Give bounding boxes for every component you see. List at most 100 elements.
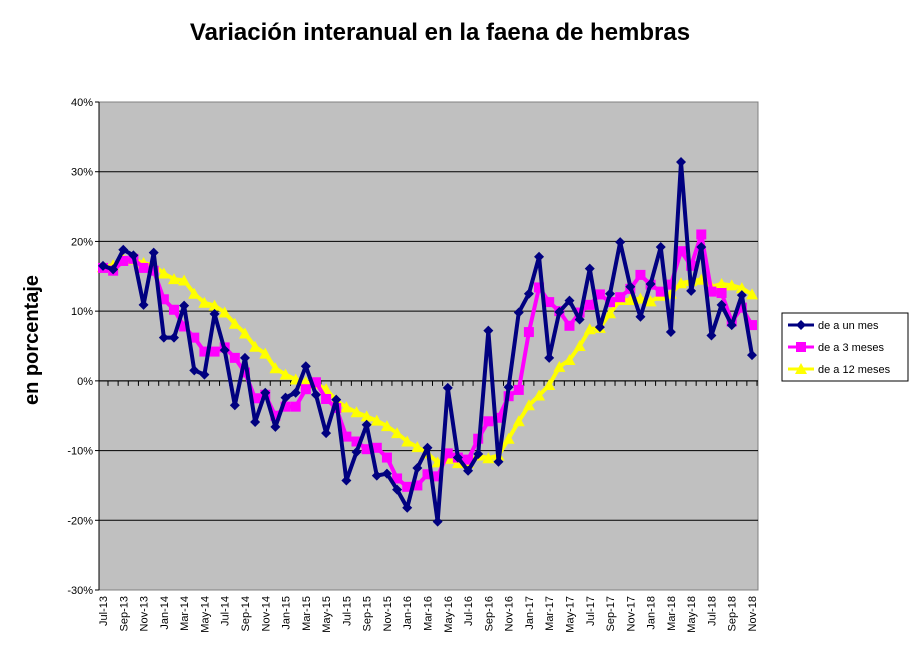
data-point — [128, 250, 139, 261]
data-point — [543, 379, 556, 391]
data-point — [239, 367, 250, 378]
legend-label: de a un mes — [818, 320, 879, 332]
data-point — [219, 345, 230, 356]
data-point — [493, 456, 504, 467]
data-point — [138, 299, 149, 310]
data-point — [716, 288, 727, 299]
x-tick-label: Jul-17 — [585, 596, 597, 626]
data-point — [118, 244, 129, 255]
data-point — [502, 432, 515, 444]
x-tick-label: Jan-15 — [281, 596, 293, 630]
data-point — [493, 412, 504, 423]
data-point — [463, 454, 474, 465]
x-tick-label: Jan-16 — [402, 596, 414, 630]
data-point — [696, 229, 707, 240]
data-point — [392, 473, 403, 484]
data-point — [412, 463, 423, 473]
data-point — [361, 419, 372, 430]
y-tick-label: -10% — [67, 446, 93, 458]
data-point — [604, 307, 617, 319]
data-point — [483, 325, 494, 336]
y-tick-label: 10% — [71, 306, 93, 318]
legend-label: de a 12 meses — [818, 364, 891, 376]
data-point — [513, 384, 524, 395]
data-point — [442, 448, 453, 459]
x-tick-label: Nov-14 — [260, 596, 272, 631]
data-point — [391, 427, 404, 439]
data-point — [350, 406, 363, 418]
data-point — [341, 475, 352, 486]
data-point — [747, 350, 757, 361]
x-tick-label: Nov-18 — [747, 596, 759, 631]
data-point — [563, 353, 576, 365]
data-point — [269, 362, 282, 374]
data-point — [108, 264, 119, 275]
data-point — [746, 288, 758, 300]
data-point — [381, 468, 392, 479]
x-tick-label: May-18 — [686, 596, 698, 633]
data-point — [158, 294, 169, 305]
data-point — [280, 392, 291, 403]
data-point — [451, 457, 464, 469]
data-point — [198, 296, 211, 308]
data-point — [310, 389, 321, 400]
x-tick-label: Jan-18 — [646, 596, 658, 630]
data-point — [655, 286, 666, 297]
data-point — [402, 502, 413, 513]
legend-label: de a 3 meses — [818, 342, 885, 354]
data-point — [270, 421, 281, 432]
data-point — [553, 360, 566, 372]
data-point — [512, 415, 525, 427]
data-point — [228, 317, 241, 329]
data-point — [644, 295, 657, 307]
data-point — [148, 265, 159, 276]
data-point — [422, 469, 433, 480]
series-0 — [98, 156, 757, 527]
data-point — [473, 449, 484, 460]
data-point — [239, 352, 250, 363]
data-point — [696, 242, 707, 253]
data-point — [463, 465, 474, 476]
x-tick-label: Nov-17 — [625, 596, 637, 631]
data-point — [736, 302, 747, 313]
data-point — [270, 410, 281, 421]
data-point — [533, 389, 546, 401]
data-point — [554, 306, 565, 317]
data-point — [796, 342, 806, 352]
x-tick-label: Jul-15 — [341, 596, 353, 626]
data-point — [503, 382, 514, 393]
chart-title: Variación interanual en la faena de hemb… — [190, 19, 690, 46]
data-point — [605, 297, 616, 308]
data-point — [584, 299, 595, 310]
data-point — [321, 393, 332, 404]
data-point — [544, 352, 555, 363]
data-point — [300, 361, 311, 372]
data-point — [715, 277, 728, 289]
data-point — [635, 311, 646, 322]
data-point — [290, 401, 301, 412]
data-point — [655, 242, 666, 253]
data-point — [534, 282, 545, 293]
x-tick-label: Jan-14 — [159, 596, 171, 630]
data-point — [157, 267, 170, 279]
y-axis-label: en porcentaje — [21, 275, 43, 405]
x-tick-label: May-17 — [564, 596, 576, 633]
data-point — [250, 416, 261, 427]
data-point — [179, 300, 190, 311]
data-point — [178, 274, 191, 286]
data-point — [229, 352, 240, 363]
data-point — [208, 299, 221, 311]
data-point — [706, 330, 717, 341]
data-point — [370, 414, 383, 426]
data-point — [411, 441, 424, 453]
x-tick-label: Mar-17 — [544, 596, 556, 631]
data-point — [564, 295, 575, 306]
data-point — [635, 269, 646, 280]
data-point — [726, 320, 737, 331]
data-point — [188, 287, 201, 299]
x-tick-label: Sep-14 — [240, 596, 252, 631]
data-point — [351, 446, 362, 457]
data-point — [564, 320, 575, 331]
data-point — [483, 416, 494, 427]
data-point — [381, 452, 392, 463]
